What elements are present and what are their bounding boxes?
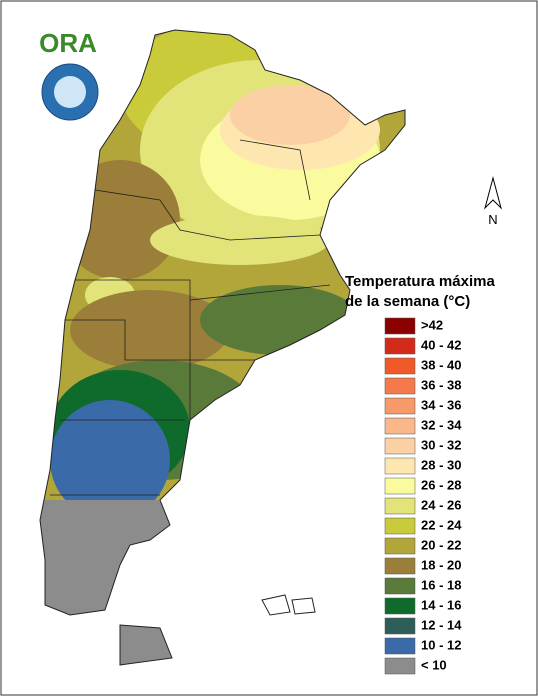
legend-swatch (384, 437, 416, 455)
legend-swatch (384, 557, 416, 575)
province-borders (50, 139, 331, 496)
legend-swatch (384, 517, 416, 535)
legend-label: 32 - 34 (421, 417, 462, 432)
legend-swatch (384, 357, 416, 375)
legend-swatch (384, 377, 416, 395)
legend-label: 18 - 20 (421, 557, 461, 572)
tierra-del-fuego (119, 624, 173, 666)
legend-swatch (384, 577, 416, 595)
legend-label: 36 - 38 (421, 377, 461, 392)
logo-text: ORA (39, 28, 97, 58)
legend-swatch (384, 617, 416, 635)
legend-swatch (384, 477, 416, 495)
island (291, 597, 316, 615)
legend: Temperatura máxima de la semana (°C) >42 40… (345, 273, 495, 675)
north-arrow (484, 176, 502, 210)
logo-badge-inner (54, 76, 86, 108)
legend-swatch (384, 637, 416, 655)
legend-swatch (384, 317, 416, 335)
legend-label: >42 (421, 317, 443, 332)
legend-label: 28 - 30 (421, 457, 461, 472)
legend-label: 10 - 12 (421, 637, 461, 652)
legend-label: 40 - 42 (421, 337, 461, 352)
island (261, 594, 291, 616)
legend-label: 30 - 32 (421, 437, 461, 452)
legend-label: < 10 (421, 657, 447, 672)
legend-label: 22 - 24 (421, 517, 462, 532)
legend-swatch (384, 497, 416, 515)
legend-title: de la semana (°C) (345, 293, 470, 310)
legend-swatch (384, 397, 416, 415)
legend-swatch (384, 417, 416, 435)
north-label: N (488, 212, 497, 227)
legend-label: 20 - 22 (421, 537, 461, 552)
legend-label: 34 - 36 (421, 397, 461, 412)
legend-swatch (384, 597, 416, 615)
legend-label: 26 - 28 (421, 477, 461, 492)
legend-swatch (384, 337, 416, 355)
legend-swatch (384, 537, 416, 555)
legend-label: 24 - 26 (421, 497, 461, 512)
legend-label: 12 - 14 (421, 617, 462, 632)
legend-label: 14 - 16 (421, 597, 461, 612)
legend-label: 16 - 18 (421, 577, 461, 592)
legend-swatch (384, 657, 416, 675)
legend-label: 38 - 40 (421, 357, 461, 372)
legend-title: Temperatura máxima (345, 273, 495, 290)
legend-swatch (384, 457, 416, 475)
